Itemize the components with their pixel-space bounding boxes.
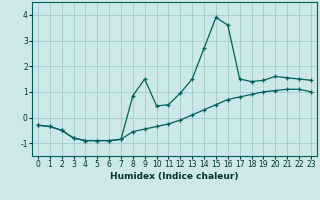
X-axis label: Humidex (Indice chaleur): Humidex (Indice chaleur)	[110, 172, 239, 181]
